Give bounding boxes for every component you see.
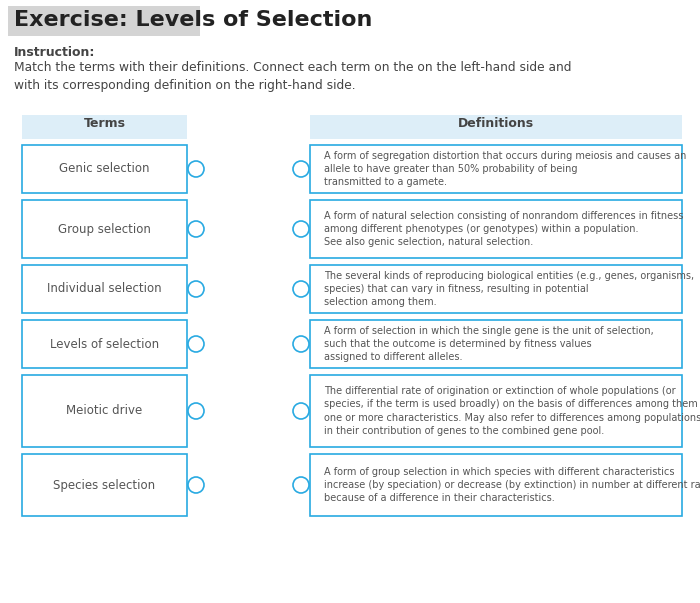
Circle shape [293,403,309,419]
Text: Species selection: Species selection [53,479,155,491]
Circle shape [293,477,309,493]
Text: Definitions: Definitions [458,117,534,130]
Bar [22,454,187,516]
Bar [22,145,187,193]
Bar [22,200,187,258]
Text: Individual selection: Individual selection [47,282,162,295]
Bar [22,375,187,447]
Text: Genic selection: Genic selection [60,162,150,175]
Text: Meiotic drive: Meiotic drive [66,405,143,417]
Text: The several kinds of reproducing biological entities (e.g., genes, organisms,
sp: The several kinds of reproducing biologi… [324,271,694,307]
Bar [8,6,200,36]
Bar [310,375,682,447]
Bar [22,320,187,368]
Circle shape [293,336,309,352]
Bar [310,454,682,516]
Bar [22,115,187,139]
Circle shape [293,221,309,237]
Circle shape [188,477,204,493]
Circle shape [293,161,309,177]
Bar [310,265,682,313]
Text: The differential rate of origination or extinction of whole populations (or
spec: The differential rate of origination or … [324,386,700,436]
Text: A form of natural selection consisting of nonrandom differences in fitness
among: A form of natural selection consisting o… [324,211,683,247]
Circle shape [188,221,204,237]
Bar [310,115,682,139]
Text: Group selection: Group selection [58,223,151,236]
Bar [310,145,682,193]
Text: Levels of selection: Levels of selection [50,338,159,350]
Text: A form of group selection in which species with different characteristics
increa: A form of group selection in which speci… [324,467,700,503]
Text: Exercise: Levels of Selection: Exercise: Levels of Selection [14,10,372,30]
Circle shape [188,281,204,297]
Circle shape [188,161,204,177]
Bar [310,320,682,368]
Bar [310,200,682,258]
Text: A form of segregation distortion that occurs during meiosis and causes an
allele: A form of segregation distortion that oc… [324,151,687,187]
Circle shape [293,281,309,297]
Text: Terms: Terms [83,117,125,130]
Circle shape [188,403,204,419]
Bar [22,265,187,313]
Text: A form of selection in which the single gene is the unit of selection,
such that: A form of selection in which the single … [324,326,654,362]
Text: Instruction:: Instruction: [14,46,95,59]
Circle shape [188,336,204,352]
Text: Match the terms with their definitions. Connect each term on the on the left-han: Match the terms with their definitions. … [14,61,571,92]
